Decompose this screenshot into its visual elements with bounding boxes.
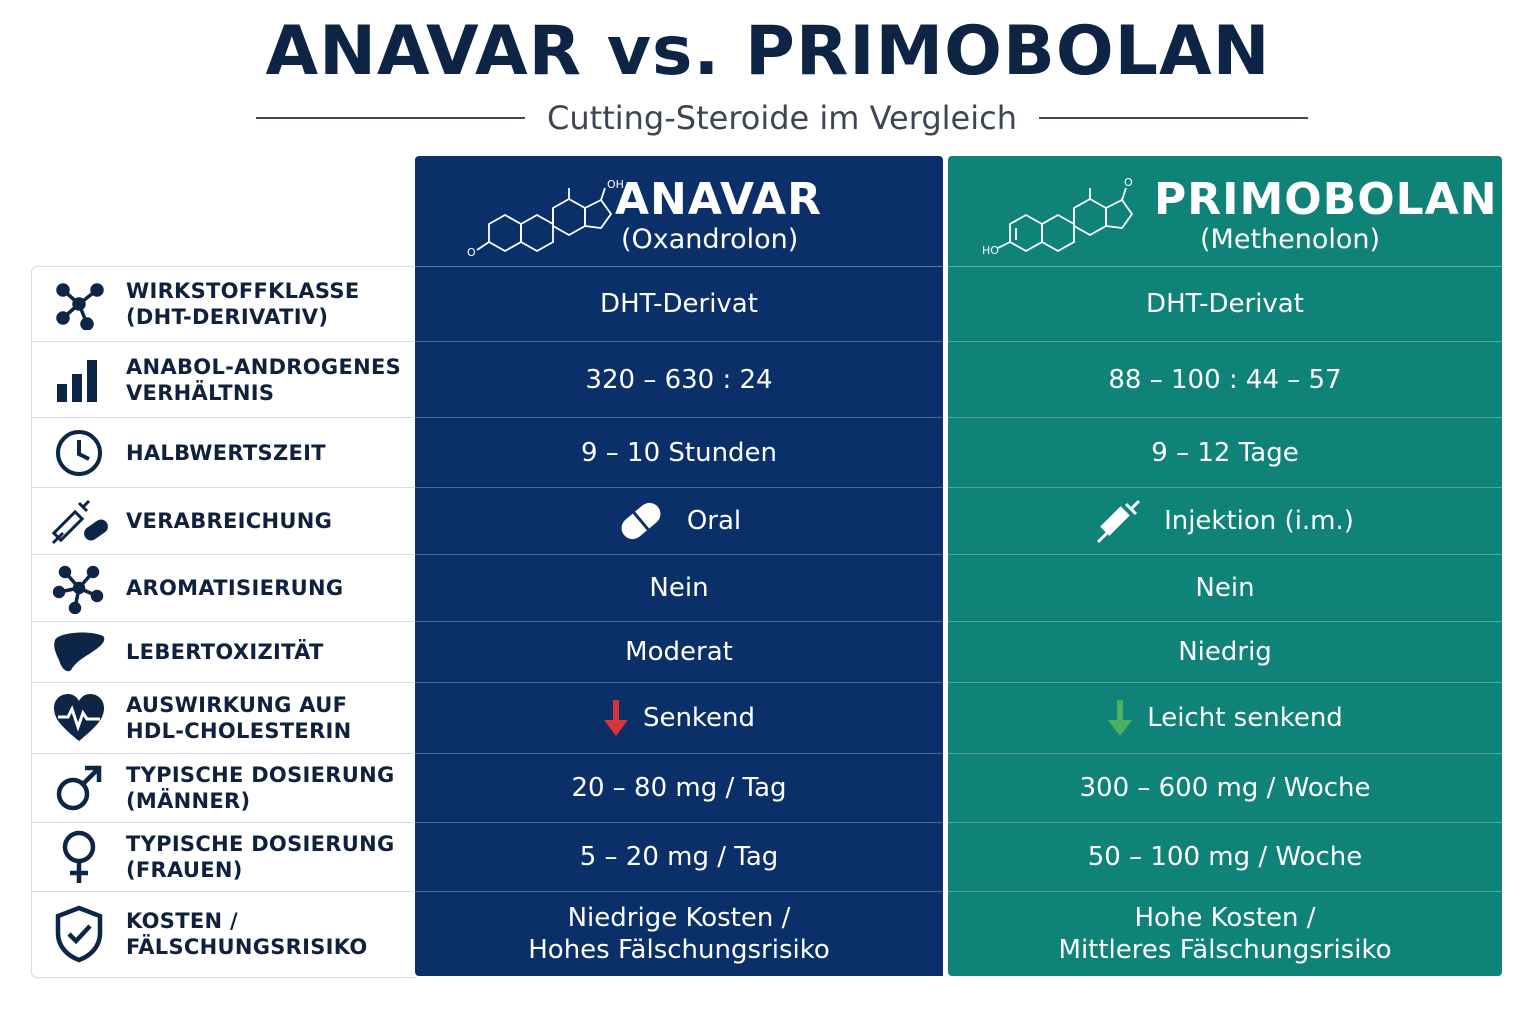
anavar-halflife-cell: 9 – 10 Stunden <box>415 417 943 487</box>
anavar-column <box>415 266 943 976</box>
primobolan-subname: (Methenolon) <box>1200 224 1381 255</box>
row-label-dose-men: TYPISCHE DOSIERUNG (MÄNNER) <box>31 753 415 822</box>
bar-chart-icon <box>56 359 97 402</box>
male-symbol-icon <box>56 765 101 811</box>
subtitle-divider-left <box>256 117 526 119</box>
row-label-hdl: AUSWIRKUNG AUF HDL-CHOLESTERIN <box>31 682 415 753</box>
primobolan-hdl-cell: Leicht senkend <box>948 682 1502 753</box>
oxandrolone-oh-label: OH <box>607 178 624 191</box>
molecule-network-icon <box>55 282 104 330</box>
row-label-dose-women: TYPISCHE DOSIERUNG (FRAUEN) <box>31 822 415 891</box>
primobolan-class-cell: DHT-Derivat <box>948 266 1502 341</box>
female-symbol-icon <box>62 830 95 883</box>
row-label-text: LEBERTOXIZITÄT <box>126 640 324 664</box>
oxandrolone-molecule-icon: OH O <box>467 178 624 259</box>
aromatization-icon <box>52 565 103 614</box>
anavar-liver-cell: Moderat <box>415 621 943 682</box>
anavar-header: OH O ANAVAR (Oxandrolon) <box>415 156 943 266</box>
row-label-text: KOSTEN / FÄLSCHUNGSRISIKO <box>126 909 368 959</box>
primobolan-aromatization-cell: Nein <box>948 554 1502 621</box>
shield-check-icon <box>55 905 102 963</box>
anavar-name: ANAVAR <box>615 174 822 225</box>
row-label-text: TYPISCHE DOSIERUNG (FRAUEN) <box>126 832 395 882</box>
pill-icon <box>621 502 661 540</box>
row-label-text: WIRKSTOFFKLASSE (DHT-DERIVATIV) <box>126 278 360 329</box>
page-subtitle: Cutting-Steroide im Vergleich <box>547 99 1017 137</box>
anavar-administration-text: Oral <box>686 506 742 536</box>
primobolan-hdl-text: Leicht senkend <box>1147 703 1343 733</box>
primobolan-ratio-cell: 88 – 100 : 44 – 57 <box>948 341 1502 417</box>
row-label-text: AUSWIRKUNG AUF HDL-CHOLESTERIN <box>126 693 352 743</box>
primobolan-name: PRIMOBOLAN <box>1154 174 1498 225</box>
primobolan-column <box>948 266 1502 976</box>
anavar-administration-cell: Oral <box>415 487 943 554</box>
primobolan-header: O HO PRIMOBOLAN (Methenolon) <box>948 156 1502 266</box>
primobolan-administration-cell: Injektion (i.m.) <box>948 487 1502 554</box>
primobolan-administration-text: Injektion (i.m.) <box>1164 506 1354 536</box>
syringe-icon <box>1097 499 1141 544</box>
primobolan-liver-cell: Niedrig <box>948 621 1502 682</box>
row-label-text: ANABOL-ANDROGENES VERHÄLTNIS <box>126 354 402 405</box>
row-label-halflife: HALBWERTSZEIT <box>31 417 415 487</box>
syringe-pill-icon <box>51 499 108 545</box>
methenolone-molecule-icon: O HO <box>982 176 1134 257</box>
row-label-ratio: ANABOL-ANDROGENES VERHÄLTNIS <box>31 341 415 417</box>
row-label-text: HALBWERTSZEIT <box>126 440 326 465</box>
heart-pulse-icon <box>53 694 104 741</box>
methenolone-ho-label: HO <box>982 244 999 257</box>
subtitle-row: Cutting-Steroide im Vergleich <box>256 96 1308 140</box>
row-label-cost: KOSTEN / FÄLSCHUNGSRISIKO <box>31 891 415 976</box>
anavar-aromatization-cell: Nein <box>415 554 943 621</box>
row-label-text: AROMATISIERUNG <box>126 576 344 600</box>
row-label-class: WIRKSTOFFKLASSE (DHT-DERIVATIV) <box>31 266 415 341</box>
subtitle-divider-right <box>1038 117 1308 119</box>
row-label-text: VERABREICHUNG <box>126 509 333 533</box>
primobolan-dose-women-cell: 50 – 100 mg / Woche <box>948 822 1502 891</box>
anavar-dose-men-cell: 20 – 80 mg / Tag <box>415 753 943 822</box>
anavar-hdl-cell: Senkend <box>415 682 943 753</box>
page-title: ANAVAR vs. PRIMOBOLAN <box>265 12 1271 91</box>
oxandrolone-o-label: O <box>467 246 476 259</box>
anavar-subname: (Oxandrolon) <box>621 224 799 255</box>
clock-icon <box>55 429 102 476</box>
arrow-down-green-icon <box>1108 700 1133 736</box>
anavar-ratio-cell: 320 – 630 : 24 <box>415 341 943 417</box>
anavar-hdl-text: Senkend <box>642 703 756 733</box>
primobolan-halflife-cell: 9 – 12 Tage <box>948 417 1502 487</box>
primobolan-dose-men-cell: 300 – 600 mg / Woche <box>948 753 1502 822</box>
anavar-cost-cell: Niedrige Kosten / Hohes Fälschungsrisiko <box>415 891 943 976</box>
row-label-text: TYPISCHE DOSIERUNG (MÄNNER) <box>126 763 395 813</box>
liver-icon <box>53 632 104 672</box>
methenolone-o-label: O <box>1124 176 1133 189</box>
row-label-liver: LEBERTOXIZITÄT <box>31 621 415 682</box>
primobolan-cost-cell: Hohe Kosten / Mittleres Fälschungsrisiko <box>948 891 1502 976</box>
arrow-down-red-icon <box>603 700 628 736</box>
anavar-class-cell: DHT-Derivat <box>415 266 943 341</box>
row-label-aromatization: AROMATISIERUNG <box>31 554 415 621</box>
row-label-administration: VERABREICHUNG <box>31 487 415 554</box>
anavar-dose-women-cell: 5 – 20 mg / Tag <box>415 822 943 891</box>
